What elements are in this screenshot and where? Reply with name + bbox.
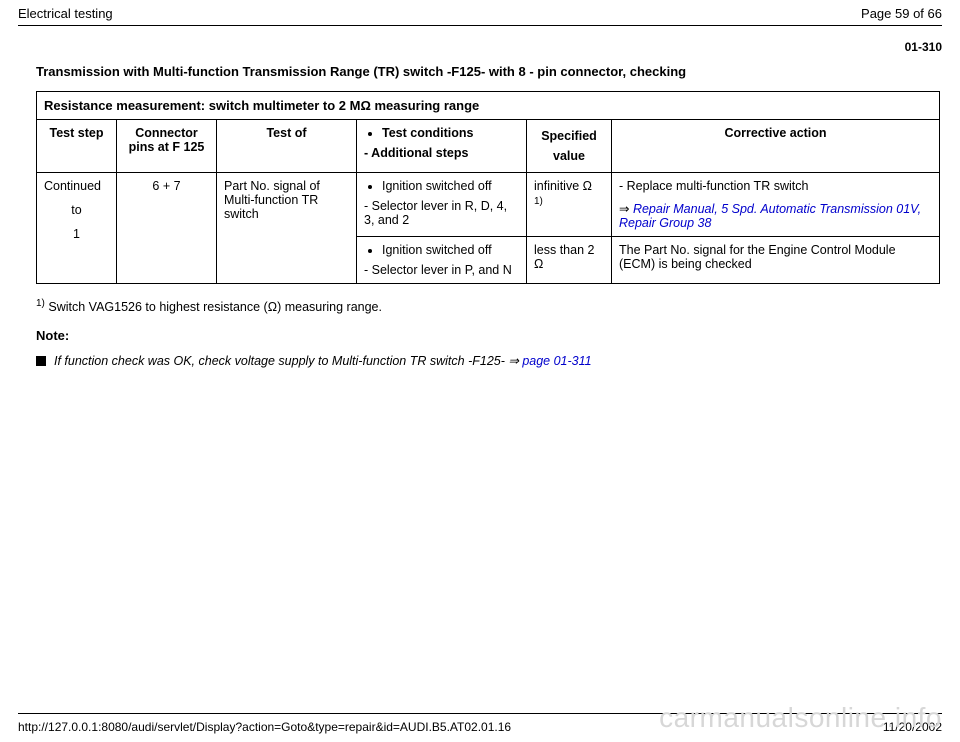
cell-specified-1: infinitive 1)	[527, 173, 612, 237]
corr1-link-wrap: Repair Manual, 5 Spd. Automatic Transmis…	[619, 201, 932, 230]
col-specified-label: Specified value	[534, 126, 604, 166]
col-pins: Connector pins at F 125	[117, 120, 217, 173]
footer-date: 11/20/2002	[883, 720, 942, 734]
section-title: Transmission with Multi-function Transmi…	[36, 64, 940, 79]
header-page-number: Page 59 of 66	[861, 6, 942, 21]
page-link[interactable]: page 01-311	[522, 354, 591, 368]
footer-meta: http://127.0.0.1:8080/audi/servlet/Displ…	[18, 720, 942, 734]
arrow-icon	[508, 354, 522, 368]
spec2-text: less than 2	[534, 243, 594, 257]
cell-conditions-1: Ignition switched off - Selector lever i…	[357, 173, 527, 237]
table-title: Resistance measurement: switch multimete…	[37, 92, 940, 120]
note-label: Note:	[36, 328, 940, 343]
cell-corrective-1: - Replace multi-function TR switch Repai…	[612, 173, 940, 237]
cell-conditions-2: Ignition switched off - Selector lever i…	[357, 237, 527, 284]
col-specified: Specified value	[527, 120, 612, 173]
spec1-text: infinitive	[534, 179, 583, 193]
cond1-bullet: Ignition switched off	[382, 179, 519, 193]
table-title-prefix: Resistance measurement: switch multimete…	[44, 98, 360, 113]
footnote-marker: 1)	[36, 298, 45, 309]
document-number: 01-310	[18, 40, 942, 54]
page-header: Electrical testing Page 59 of 66	[18, 0, 942, 25]
ohm-icon	[534, 257, 543, 271]
page-container: Electrical testing Page 59 of 66 01-310 …	[0, 0, 960, 742]
arrow-icon	[619, 202, 633, 216]
cell-test-of: Part No. signal of Multi-function TR swi…	[217, 173, 357, 284]
ohm-icon	[583, 179, 592, 193]
col-conditions-top: Test conditions	[382, 126, 519, 140]
col-corrective: Corrective action	[612, 120, 940, 173]
note-item: If function check was OK, check voltage …	[36, 353, 940, 368]
header-rule	[18, 25, 942, 26]
col-test-of: Test of	[217, 120, 357, 173]
footer-url: http://127.0.0.1:8080/audi/servlet/Displ…	[18, 720, 511, 734]
cell-specified-2: less than 2	[527, 237, 612, 284]
footnote-suffix: ) measuring range.	[277, 300, 382, 314]
footnote-text: Switch VAG1526 to highest resistance (	[45, 300, 268, 314]
test-step-line1: Continued	[44, 179, 109, 193]
note-text-wrap: If function check was OK, check voltage …	[54, 353, 592, 368]
cell-test-step: Continued to 1	[37, 173, 117, 284]
cond2-bullet: Ignition switched off	[382, 243, 519, 257]
cell-pins: 6 + 7	[117, 173, 217, 284]
test-step-line2: to	[44, 203, 109, 217]
header-title: Electrical testing	[18, 6, 113, 21]
ohm-icon	[268, 300, 277, 314]
test-step-line3: 1	[44, 227, 109, 241]
footer-rule	[18, 713, 942, 714]
col-conditions: Test conditions - Additional steps	[357, 120, 527, 173]
cond1-extra: - Selector lever in R, D, 4, 3, and 2	[364, 199, 519, 227]
resistance-table: Resistance measurement: switch multimete…	[36, 91, 940, 284]
col-test-step: Test step	[37, 120, 117, 173]
cell-corrective-2: The Part No. signal for the Engine Contr…	[612, 237, 940, 284]
repair-manual-link[interactable]: Repair Manual, 5 Spd. Automatic Transmis…	[619, 202, 921, 230]
col-conditions-bottom: - Additional steps	[364, 146, 519, 160]
spec1-footnote: 1)	[534, 196, 543, 207]
table-row: Continued to 1 6 + 7 Part No. signal of …	[37, 173, 940, 237]
note-text: If function check was OK, check voltage …	[54, 354, 508, 368]
cond2-extra: - Selector lever in P, and N	[364, 263, 519, 277]
table-title-suffix: measuring range	[371, 98, 479, 113]
footnote: 1) Switch VAG1526 to highest resistance …	[36, 298, 940, 314]
content-area: Transmission with Multi-function Transmi…	[36, 64, 940, 368]
ohm-icon	[360, 98, 370, 113]
corr1-dash: - Replace multi-function TR switch	[619, 179, 932, 193]
bullet-icon	[36, 356, 46, 366]
